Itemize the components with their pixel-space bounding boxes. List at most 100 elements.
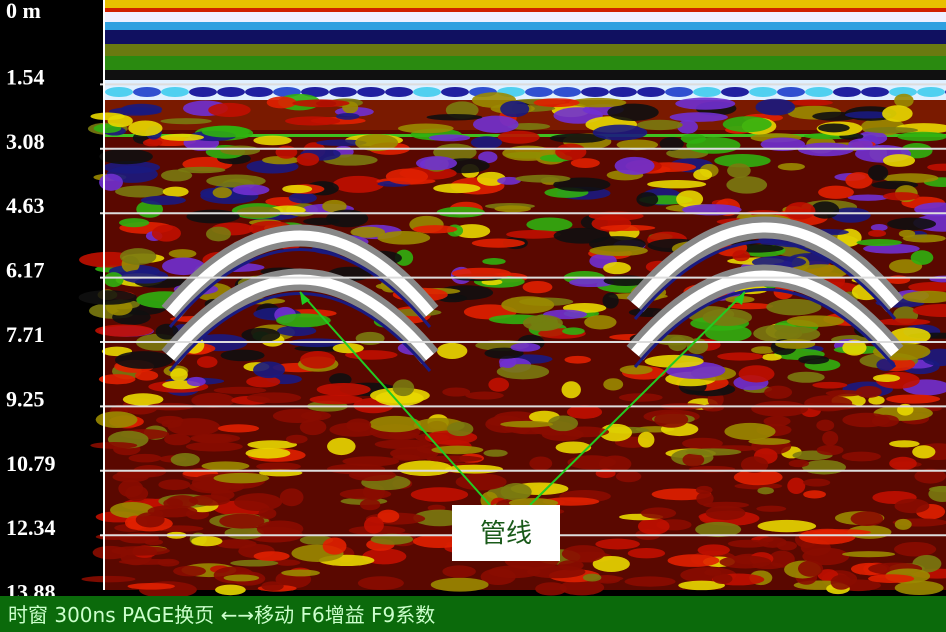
- blob: [902, 234, 946, 243]
- blob: [394, 249, 414, 266]
- blob: [751, 346, 775, 354]
- blob: [256, 520, 304, 538]
- wave: [833, 87, 861, 97]
- wave: [805, 87, 833, 97]
- blob: [790, 99, 833, 106]
- blob: [121, 269, 169, 284]
- blob: [397, 460, 452, 476]
- blob: [547, 415, 579, 432]
- blob: [201, 461, 250, 471]
- blob: [669, 112, 728, 122]
- blob: [515, 174, 571, 183]
- blob: [433, 183, 481, 194]
- blob: [755, 98, 796, 116]
- blob: [288, 192, 317, 204]
- hyperbola: [631, 270, 899, 357]
- blob: [114, 351, 173, 369]
- blob: [206, 226, 232, 242]
- wave: [609, 87, 637, 97]
- blob: [883, 173, 939, 184]
- wave: [133, 87, 161, 97]
- wave: [693, 87, 721, 97]
- blob: [788, 459, 809, 468]
- blob: [164, 433, 191, 446]
- blob: [151, 224, 181, 242]
- blob: [787, 371, 825, 383]
- blob: [369, 415, 422, 433]
- blob: [510, 342, 541, 352]
- wave: [413, 87, 441, 97]
- blob: [894, 498, 930, 514]
- blob: [470, 136, 503, 149]
- blob: [392, 379, 415, 397]
- blob: [764, 385, 793, 399]
- blob: [286, 434, 308, 444]
- blob: [889, 440, 920, 448]
- blob: [667, 554, 720, 567]
- blob: [719, 555, 772, 569]
- blob: [359, 498, 381, 511]
- blob: [864, 127, 919, 134]
- blob: [555, 441, 592, 454]
- blob: [497, 176, 521, 185]
- blob: [220, 349, 265, 362]
- blob: [232, 184, 270, 196]
- blob: [797, 560, 824, 577]
- blob: [908, 282, 946, 293]
- blob: [562, 327, 585, 335]
- wave: [245, 87, 273, 97]
- blob: [483, 449, 508, 457]
- blob: [535, 582, 567, 596]
- blob: [677, 120, 698, 134]
- blob: [266, 96, 297, 109]
- blob: [888, 259, 923, 274]
- blob: [564, 355, 591, 364]
- blob: [455, 473, 507, 491]
- blob: [702, 501, 750, 509]
- blob: [335, 113, 360, 120]
- blob: [726, 176, 768, 194]
- blob: [191, 536, 223, 547]
- annotation-text: 管线: [480, 519, 532, 549]
- blob: [276, 325, 317, 337]
- blob: [568, 97, 627, 108]
- blob: [647, 180, 707, 189]
- blob: [247, 440, 298, 450]
- wave: [861, 87, 889, 97]
- blob: [912, 304, 946, 317]
- blob: [603, 262, 631, 275]
- blob: [370, 533, 414, 545]
- blob: [173, 565, 206, 577]
- blob: [842, 551, 896, 558]
- blob: [155, 323, 179, 340]
- blob: [442, 565, 476, 578]
- blob: [850, 511, 884, 527]
- blob: [496, 364, 550, 380]
- blob: [902, 290, 946, 304]
- blob: [910, 250, 934, 265]
- blob: [927, 163, 946, 171]
- hyperbola: [631, 222, 899, 309]
- blob: [654, 411, 689, 428]
- blob: [766, 298, 822, 316]
- blob: [760, 137, 806, 152]
- blob: [447, 421, 474, 437]
- blob: [442, 387, 471, 397]
- blob: [693, 169, 713, 181]
- blob: [855, 385, 882, 398]
- blob: [727, 539, 770, 548]
- blob: [412, 225, 458, 234]
- blob: [416, 156, 458, 171]
- blob: [208, 102, 251, 118]
- depth-axis: 0 m1.543.084.636.177.719.2510.7912.3413.…: [6, 0, 946, 605]
- blob: [316, 382, 371, 397]
- blob: [115, 185, 166, 198]
- blob: [471, 238, 525, 248]
- blob: [119, 248, 157, 265]
- blob: [488, 377, 510, 392]
- wave: [637, 87, 665, 97]
- blob: [734, 482, 783, 490]
- blob: [206, 174, 266, 188]
- blob: [727, 163, 751, 179]
- blob: [912, 445, 936, 459]
